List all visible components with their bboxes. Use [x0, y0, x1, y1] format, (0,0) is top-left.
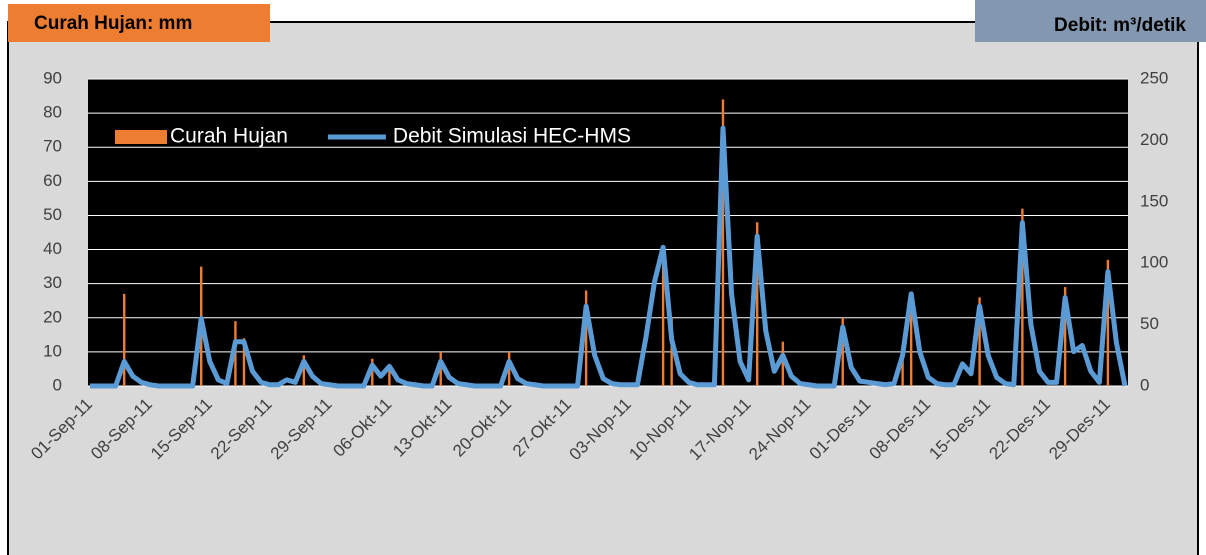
y2-label-box [975, 0, 1206, 42]
y-axis-label: Curah Hujan: mm [34, 13, 192, 34]
y-tick-label: 40 [43, 239, 62, 258]
y-tick-label: 80 [43, 103, 62, 122]
bar [978, 297, 981, 386]
y2-tick-label: 150 [1140, 191, 1168, 210]
bar [755, 222, 759, 386]
bar [123, 293, 126, 386]
bar [302, 355, 306, 386]
line [90, 125, 1128, 389]
bar [661, 246, 665, 386]
bar [1021, 208, 1024, 386]
bar [1106, 259, 1110, 386]
bar [781, 341, 785, 386]
y2-tick-label: 50 [1140, 314, 1159, 333]
legend-swatch [115, 130, 167, 144]
y-tick-label: 60 [43, 171, 62, 190]
bar [1063, 287, 1067, 386]
bar [841, 317, 844, 386]
y-tick-label: 0 [53, 375, 62, 394]
y-tick-label: 30 [43, 273, 62, 292]
y2-tick-label: 100 [1140, 253, 1168, 272]
y-tick-label: 70 [43, 137, 62, 156]
plot-area [88, 79, 1128, 386]
y-tick-label: 20 [43, 307, 62, 326]
y2-tick-label: 250 [1140, 68, 1168, 87]
y-tick-label: 10 [43, 341, 62, 360]
bar [371, 358, 374, 386]
y2-axis-label: Debit: m³/detik [1054, 15, 1186, 36]
bar [242, 338, 246, 386]
y-tick-label: 50 [43, 205, 62, 224]
bar [388, 368, 391, 386]
y-tick-label: 90 [43, 68, 62, 87]
bar [584, 290, 588, 386]
bar [670, 317, 673, 386]
y2-tick-label: 200 [1140, 130, 1168, 149]
legend-label: Debit Simulasi HEC-HMS [393, 125, 631, 148]
bar [909, 293, 913, 386]
y2-tick-label: 0 [1140, 375, 1149, 394]
bar [901, 345, 904, 386]
y-label-box [8, 4, 270, 42]
bar [721, 99, 725, 386]
legend-label: Curah Hujan [170, 125, 288, 148]
